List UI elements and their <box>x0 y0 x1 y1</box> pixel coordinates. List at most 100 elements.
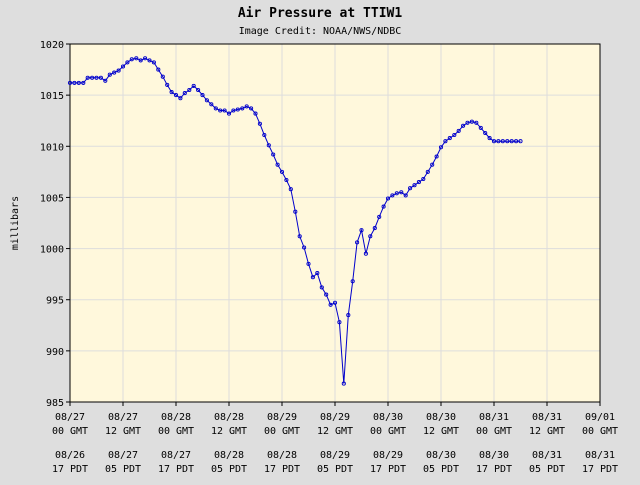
x-tick-label-gmt-date: 08/29 <box>267 412 297 423</box>
x-tick-label-gmt-time: 00 GMT <box>582 426 618 437</box>
x-tick-label-gmt-time: 12 GMT <box>105 426 141 437</box>
data-point <box>169 90 174 95</box>
data-point <box>337 320 342 325</box>
data-point <box>120 64 126 69</box>
x-tick-label-gmt-date: 08/28 <box>214 412 244 423</box>
x-tick-label-gmt-date: 08/28 <box>161 412 191 423</box>
y-tick-label: 985 <box>46 398 64 409</box>
data-point <box>390 193 395 198</box>
x-tick-label-pdt-time: 05 PDT <box>529 464 565 475</box>
data-point <box>514 139 519 144</box>
x-tick-label-pdt-time: 17 PDT <box>476 464 512 475</box>
x-tick-label-pdt-time: 05 PDT <box>105 464 141 475</box>
data-point <box>209 102 214 107</box>
data-point <box>151 60 156 65</box>
x-tick-label-gmt-time: 00 GMT <box>158 426 194 437</box>
chart-title: Air Pressure at TTIW1 <box>238 6 403 21</box>
x-tick-label-pdt-time: 05 PDT <box>317 464 353 475</box>
data-point <box>85 75 90 80</box>
data-point <box>461 123 466 128</box>
data-point <box>182 91 187 96</box>
data-point <box>328 302 333 307</box>
data-point <box>403 193 408 198</box>
x-tick-label-gmt-date: 09/01 <box>585 412 615 423</box>
y-tick-label: 1020 <box>40 40 64 51</box>
data-point <box>359 228 364 233</box>
x-ticks: 08/27 00 GMT 08/26 17 PDT 08/27 12 GMT 08/27 05… <box>52 402 618 475</box>
x-tick-label-pdt-date: 08/28 <box>214 450 244 461</box>
data-point <box>416 180 421 185</box>
data-point <box>94 75 99 80</box>
data-point <box>231 108 236 113</box>
x-tick-label-pdt-date: 08/30 <box>479 450 509 461</box>
data-point <box>204 98 209 103</box>
data-point <box>310 275 315 280</box>
data-point <box>496 139 501 144</box>
data-point <box>385 196 391 201</box>
x-tick-label-pdt-date: 08/26 <box>55 450 85 461</box>
data-point <box>191 83 196 88</box>
data-point <box>332 300 338 305</box>
data-point <box>67 80 73 85</box>
x-tick-label-gmt-time: 00 GMT <box>264 426 300 437</box>
x-tick-label-pdt-date: 08/30 <box>426 450 456 461</box>
x-tick-label-gmt-time: 12 GMT <box>423 426 459 437</box>
data-point <box>346 313 351 318</box>
x-tick-label-gmt-date: 08/30 <box>426 412 456 423</box>
data-point <box>196 87 201 93</box>
data-point <box>134 56 139 61</box>
x-tick-label-gmt-time: 12 GMT <box>529 426 565 437</box>
x-tick-label-pdt-time: 05 PDT <box>423 464 459 475</box>
data-point <box>156 67 161 72</box>
data-point <box>240 106 245 111</box>
data-point <box>487 136 492 141</box>
data-point <box>474 120 479 125</box>
data-point <box>443 139 448 144</box>
data-point <box>288 187 293 192</box>
data-point <box>368 234 373 239</box>
data-point <box>107 72 112 77</box>
data-point <box>235 107 240 112</box>
data-point <box>412 183 417 188</box>
data-point <box>103 78 108 83</box>
data-point <box>372 226 377 231</box>
data-point <box>315 271 320 276</box>
data-point <box>483 130 488 136</box>
data-point <box>399 190 404 195</box>
data-point <box>257 121 262 126</box>
x-tick-label-gmt-time: 00 GMT <box>476 426 512 437</box>
data-point <box>98 75 103 80</box>
x-tick-label-pdt-time: 17 PDT <box>370 464 406 475</box>
data-point <box>341 381 346 386</box>
x-tick-label-pdt-date: 08/31 <box>585 450 615 461</box>
data-point <box>129 57 134 62</box>
x-tick-label-gmt-time: 00 GMT <box>52 426 88 437</box>
data-point <box>394 191 399 196</box>
data-point <box>324 292 329 297</box>
data-point <box>213 106 218 111</box>
data-point <box>160 74 165 79</box>
data-point <box>350 279 355 284</box>
data-point <box>505 139 510 144</box>
data-point <box>218 108 223 113</box>
data-point <box>165 82 170 87</box>
data-point <box>456 128 461 133</box>
data-point <box>438 145 444 150</box>
x-tick-label-gmt-time: 12 GMT <box>211 426 247 437</box>
x-tick-label-pdt-time: 05 PDT <box>211 464 247 475</box>
data-point <box>302 245 307 250</box>
data-point <box>355 240 360 245</box>
data-point <box>222 108 227 113</box>
data-point <box>306 261 311 266</box>
x-tick-label-gmt-date: 08/31 <box>479 412 509 423</box>
data-point <box>447 136 452 141</box>
data-point <box>116 68 121 73</box>
data-point <box>469 119 474 124</box>
x-tick-label-pdt-time: 17 PDT <box>52 464 88 475</box>
y-tick-label: 1015 <box>40 91 64 102</box>
data-point <box>76 80 81 85</box>
data-point <box>125 60 130 65</box>
data-point <box>253 111 258 116</box>
